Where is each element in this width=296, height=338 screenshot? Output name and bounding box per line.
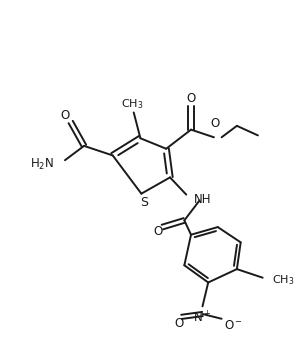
- Text: NH: NH: [194, 193, 211, 206]
- Text: CH$_3$: CH$_3$: [272, 273, 295, 287]
- Text: O: O: [153, 225, 162, 238]
- Text: O: O: [60, 109, 70, 122]
- Text: O: O: [186, 92, 196, 105]
- Text: O: O: [210, 117, 220, 130]
- Text: CH$_3$: CH$_3$: [120, 97, 143, 111]
- Text: S: S: [140, 196, 148, 209]
- Text: N$^+$: N$^+$: [193, 310, 212, 325]
- Text: H$_2$N: H$_2$N: [30, 156, 54, 172]
- Text: O: O: [174, 317, 183, 330]
- Text: O$^-$: O$^-$: [224, 319, 244, 332]
